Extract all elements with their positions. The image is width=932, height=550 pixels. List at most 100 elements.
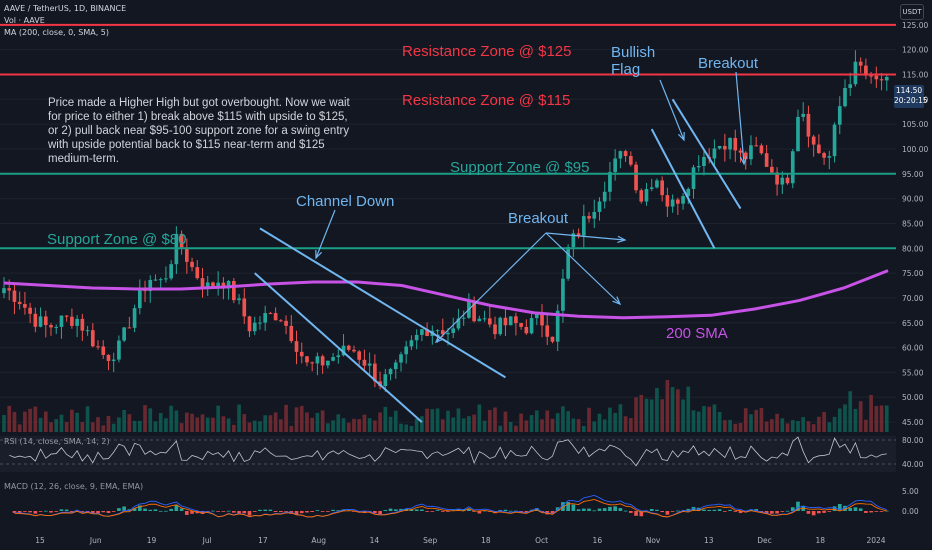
sma-200-label: 200 SMA [666,325,728,342]
volume-bar [258,421,262,432]
candle-body [367,363,372,366]
volume-bar [707,406,712,432]
volume-bar [884,405,889,432]
price-tick: 55.00 [902,368,924,377]
volume-bar [534,410,539,432]
candle-body [848,84,853,88]
volume-bar [759,408,764,432]
volume-bar [451,417,456,432]
price-tick: 85.00 [902,219,924,228]
price-tick: 125.00 [902,21,928,30]
candle-body [780,177,785,185]
last-price: 114.50 [895,86,923,95]
price-tick: 100.00 [902,145,928,154]
candle-body [70,316,74,326]
macd-histogram-bar [864,511,868,513]
candle-body [618,151,623,159]
volume-bar [305,412,309,432]
candle-body [169,264,173,279]
volume-bar [164,418,168,432]
volume-bar [686,386,691,432]
volume-bar [117,417,121,432]
price-tick: 80.00 [902,244,924,253]
currency-button[interactable]: USDT [900,4,924,20]
volume-bar [420,416,424,432]
macd-histogram-bar [106,511,111,514]
candle-body [514,316,518,324]
macd-histogram-bar [430,511,435,512]
volume-bar [17,424,22,432]
time-tick: 16 [593,536,603,545]
time-tick: 14 [370,536,380,545]
volume-bar [357,419,362,432]
time-tick: Oct [535,536,548,545]
candle-body [691,167,696,189]
macd-histogram-bar [853,507,858,511]
volume-bar [315,412,320,432]
volume-bar [85,406,90,432]
volume-bar [514,425,518,432]
macd-histogram-bar [310,511,315,513]
macd-histogram-bar [623,510,628,512]
candle-body [597,201,602,212]
macd-histogram-bar [884,510,889,512]
volume-bar [717,411,722,432]
channel-down-label: Channel Down [296,193,395,210]
candle-body [660,180,664,196]
volume-bar [80,422,85,432]
candle-body [352,349,356,352]
time-tick: 17 [258,536,268,545]
candle-body [451,328,456,333]
support-95-label: Support Zone @ $95 [450,159,590,176]
candle-body [237,298,241,301]
volume-bar [132,420,137,432]
volume-bar [879,405,884,432]
candle-body [665,195,670,207]
macd-histogram-bar [242,511,247,514]
candle-body [628,156,633,165]
macd-histogram-bar [122,506,126,511]
candle-body [80,318,85,331]
macd-histogram-bar [477,511,482,514]
flag-lower [650,128,716,249]
volume-bar [242,414,247,432]
volume-bar [174,410,179,432]
macd-histogram-bar [660,511,664,513]
volume-legend: Vol · AAVE [4,16,45,25]
candle-body [299,351,304,357]
candle-body [639,190,644,202]
macd-histogram-bar [247,511,252,516]
candle-body [294,341,299,352]
volume-bar [393,410,398,432]
breakout-arrow-a-head [434,334,444,344]
macd-histogram-bar [299,511,304,514]
macd-histogram-bar [618,508,623,511]
macd-histogram-bar [111,511,116,512]
volume-bar [837,408,842,432]
breakout-arrow-b-head [617,235,627,244]
macd-histogram-bar [101,511,106,513]
candle-body [754,145,759,147]
candle-body [420,329,424,335]
candle-body [681,196,685,204]
candle-body [310,362,315,364]
candle-body [85,330,90,332]
candle-body [785,177,790,184]
flag-arrow-head [677,131,685,142]
candle-body [106,354,111,361]
candle-body [414,334,419,341]
volume-bar [252,420,257,432]
candle-body [90,330,95,347]
candle-body [540,312,544,326]
breakout-arrow-2 [735,71,745,165]
macd-histogram-bar [294,511,299,515]
candle-body [733,137,738,151]
candle-body [696,166,701,168]
candle-body [279,320,283,322]
macd-histogram-bar [728,509,732,511]
volume-bar [273,412,278,432]
macd-histogram-bar [832,506,837,511]
symbol-title: AAVE / TetherUS, 1D, BINANCE [4,4,127,13]
candle-body [59,315,64,327]
